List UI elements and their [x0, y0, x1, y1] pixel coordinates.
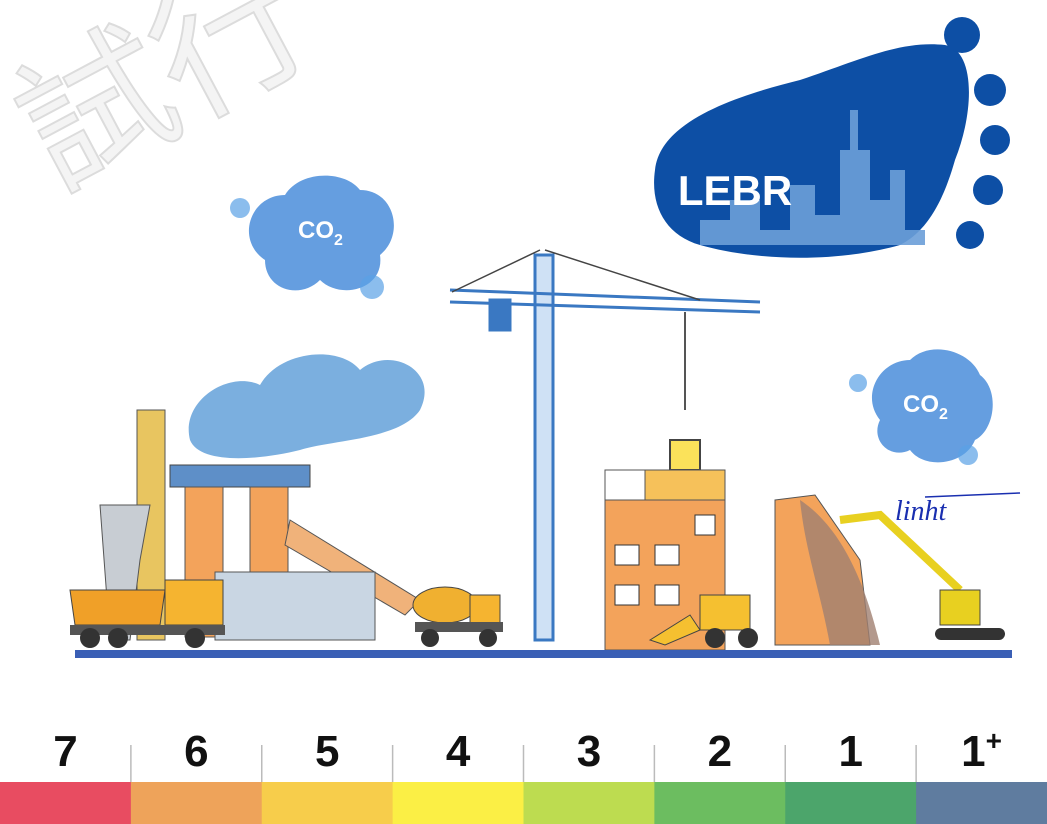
cloud: CO2	[230, 175, 394, 299]
scale-label: 1	[838, 727, 862, 776]
scale-label-text: 3	[577, 727, 601, 776]
scale-label-text: 2	[708, 727, 732, 776]
scale-segment	[261, 782, 394, 824]
scale-label-text: 4	[446, 727, 471, 776]
scale-segment	[916, 782, 1047, 824]
scale-label: 4	[446, 727, 471, 776]
loader	[648, 594, 758, 648]
scale-label-text: 6	[184, 727, 208, 776]
cloud-sub: 2	[334, 232, 343, 249]
scale-label: 1+	[961, 725, 1002, 776]
scale-label: 7	[53, 727, 77, 776]
scale-segment	[654, 782, 786, 824]
cloud-text: CO	[298, 217, 334, 244]
scale-label-text: 1	[961, 727, 985, 776]
signature: linht	[895, 496, 948, 527]
crane	[449, 249, 761, 642]
cloud-label: CO2	[903, 391, 948, 423]
scale-label: 5	[315, 727, 339, 776]
scale-label-text: 7	[53, 727, 77, 776]
cloud-text: CO	[903, 391, 939, 418]
ground-line	[75, 650, 1012, 658]
building	[604, 469, 726, 651]
watermark: 試行	[0, 0, 337, 223]
scale-label: 6	[184, 727, 208, 776]
scale-label-text: 5	[315, 727, 339, 776]
dump-truck	[69, 579, 225, 648]
demolition	[774, 494, 1005, 646]
scale-label-sup: +	[986, 725, 1002, 756]
scale-segment	[392, 782, 524, 824]
mixer-truck	[412, 586, 503, 647]
signature-stroke	[924, 492, 1021, 498]
scale-segment	[0, 782, 132, 824]
rating-scale: 7 6 5 4 3 2 1 1+	[0, 725, 1047, 824]
logo-text: LEBR	[678, 167, 792, 214]
cloud-label: CO2	[298, 217, 343, 249]
scale-segment	[785, 782, 917, 824]
cloud: CO2	[849, 349, 993, 465]
scale-segment	[523, 782, 655, 824]
scale-label: 2	[708, 727, 732, 776]
scale-label-text: 1	[838, 727, 862, 776]
scale-segment	[130, 782, 263, 824]
scale-label: 3	[577, 727, 601, 776]
factory	[99, 354, 425, 641]
logo: LEBR	[654, 17, 1010, 258]
cloud-sub: 2	[939, 406, 948, 423]
